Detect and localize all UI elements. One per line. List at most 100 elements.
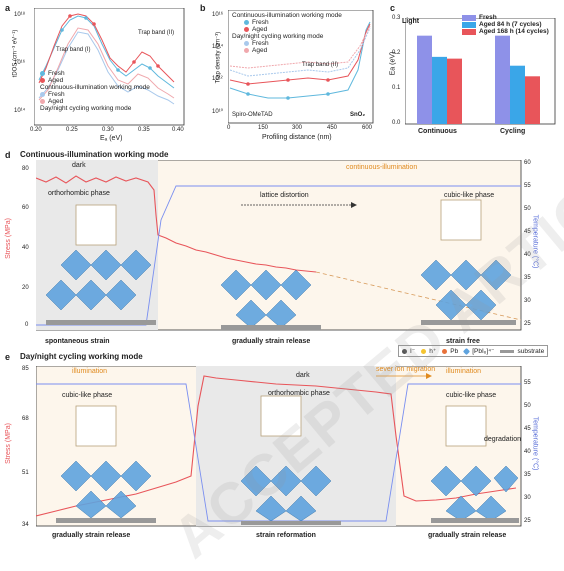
panel-e-illum2: illumination [446,368,482,375]
panel-e-ytick-r6: 30 [524,495,531,501]
panel-b-xtick-1: 0 [227,125,231,131]
panel-e-degradation: degradation [484,436,521,443]
panel-b-ytick-4: 10¹⁰ [212,109,224,115]
circle-marker-icon [244,48,249,53]
category-continuous: Continuous [418,128,457,135]
panel-e-ytick-r1: 55 [524,380,531,386]
trap-band-1-label: Trap band (I) [56,47,91,53]
panel-d-cap2: gradually strain release [232,338,311,345]
swatch-fresh [462,14,476,21]
legend-mode-1: Continuous-illumination working mode [40,84,150,91]
panel-d-ytick-r4: 45 [524,229,531,235]
legend-fresh: Fresh [40,70,150,77]
legend-aged-cycling: Aged [244,47,342,54]
circle-marker-icon [40,78,45,83]
panel-d-cap3: strain free [446,338,480,345]
panel-d-ytick-r5: 40 [524,252,531,258]
panel-b-letter: b [200,3,206,13]
panel-a-xtick-4: 0.35 [138,127,150,133]
legend-aged: Aged [40,77,150,84]
panel-d-ytick-r8: 25 [524,321,531,327]
panel-d-ytick-r2: 55 [524,183,531,189]
legend-aged-cycling: Aged [40,98,150,105]
panel-e-ytick-r3: 45 [524,426,531,432]
panel-a-ytick-3: 10¹⁴ [14,108,26,114]
panel-a-xtick-1: 0.20 [30,127,42,133]
panel-e-ylabel-left: Stress (MPa) [4,423,12,464]
panel-e-cap1: gradually strain release [52,532,131,539]
panel-b-legend: Continuous-illumination working mode Fre… [232,12,342,54]
panel-c-ytick-4: 0.3 [392,15,401,21]
panel-e-legend: I⁻ h⁺ Pb [PbI₆]⁴⁻ substrate [398,345,549,357]
panel-a-xtick-5: 0.40 [172,127,184,133]
legend-fresh-cycling: Fresh [40,91,150,98]
legend-mode-2: Day/night cycling working mode [40,105,132,112]
panel-e-ion: sever ion migration [376,366,436,373]
bar-cycling-2 [525,76,540,124]
panel-b-ytick-3: 10¹² [212,76,223,82]
panel-e-ytick-l2: 68 [22,416,29,422]
panel-c-ytick-3: 0.2 [392,50,401,56]
panel-b-plot [228,10,374,124]
circle-marker-icon [40,99,45,104]
panel-e-dark: dark [296,372,310,379]
panel-b-xtick-4: 450 [327,125,338,131]
panel-a-ytick-2: 10¹⁶ [14,60,26,66]
swatch-aged84 [462,21,476,28]
panel-b-band-label: Trap band (II) [302,62,339,68]
panel-a-letter: a [5,3,11,13]
panel-e-letter: e [5,352,11,362]
legend-mode-2: Day/night cycling working mode [232,33,324,40]
panel-d-phase2: cubic-like phase [444,192,495,199]
panel-c-letter: c [390,3,396,13]
category-cycling: Cycling [500,128,526,135]
panel-d-cap1: spontaneous strain [45,338,110,345]
bar-continuous-0 [417,35,432,124]
panel-d-phase1: orthorhombic phase [48,190,110,197]
legend-aged-84: Aged 84 h (7 cycles) [462,21,549,28]
circle-marker-icon [244,41,249,46]
panel-b-ylabel: Trap density (cm⁻³) [215,31,222,84]
panel-c-bar-chart [405,18,556,125]
panel-d-title: Continuous-illumination working mode [20,150,169,159]
panel-d-dark: dark [72,162,86,169]
panel-a-legend: Fresh Aged Continuous-illumination worki… [40,70,150,112]
panel-e-ytick-l1: 85 [22,366,29,372]
panel-c-ytick-1: 0.0 [392,120,401,126]
panel-e-phase3: cubic-like phase [446,392,497,399]
panel-e-ytick-l4: 34 [22,522,29,528]
panel-d-ytick-l4: 20 [22,285,29,291]
legend-aged: Aged [244,26,342,33]
panel-d-plot [36,160,522,331]
legend-mode-1: Continuous-illumination working mode [232,12,342,19]
bar-continuous-2 [447,58,462,125]
panel-e-ylabel-right: Temperature (°C) [531,416,539,471]
bar-cycling-0 [495,35,510,124]
panel-e-illum1: illumination [72,368,108,375]
legend-pb: Pb [442,347,458,355]
panel-d-ytick-r1: 60 [524,160,531,166]
panel-e-title: Day/night cycling working mode [20,352,143,361]
panel-d-ytick-r3: 50 [524,206,531,212]
panel-c-ytick-2: 0.1 [392,85,401,91]
swatch-aged168 [462,28,476,35]
substrate-icon [500,349,515,353]
panel-d-ytick-l5: 0 [25,322,29,328]
legend-iodide: I⁻ [402,347,415,355]
panel-e-ytick-r5: 35 [524,472,531,478]
panel-a-xtick-2: 0.25 [66,127,78,133]
iodide-icon [402,348,407,354]
circle-marker-icon [244,27,249,32]
panel-d-ytick-r6: 35 [524,275,531,281]
panel-d-ylabel-left: Stress (MPa) [4,218,12,259]
panel-d-letter: d [5,150,11,160]
legend-fresh-cycling: Fresh [244,40,342,47]
bar-cycling-1 [510,65,525,124]
pb-icon [442,348,448,354]
legend-hole: h⁺ [421,347,436,355]
trap-band-2-label: Trap band (II) [138,30,175,36]
circle-marker-icon [40,71,45,76]
legend-aged-168: Aged 168 h (14 cycles) [462,28,549,35]
panel-e-ytick-r7: 25 [524,518,531,524]
panel-e-phase2: orthorhombic phase [268,390,330,397]
